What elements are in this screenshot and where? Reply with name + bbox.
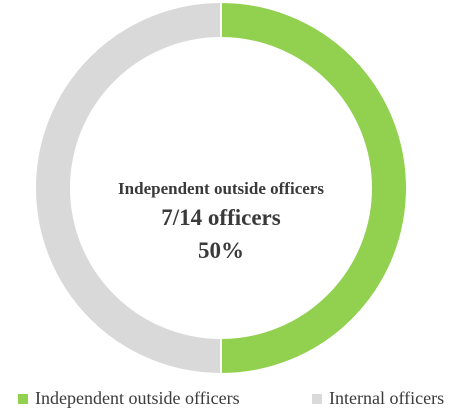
legend-swatch-independent [18,393,28,404]
donut-slice-1 [34,0,222,376]
donut-chart [34,0,408,376]
donut-slices [34,0,408,376]
legend-label-internal: Internal officers [329,388,445,408]
donut-slice-0 [220,0,408,376]
center-percent: 50% [198,238,244,263]
legend-item-internal: Internal officers [312,388,444,409]
legend-swatch-internal [312,393,322,404]
center-count: 7/14 officers [161,205,281,230]
legend-label-independent: Independent outside officers [35,388,240,408]
legend: Independent outside officers Internal of… [0,388,468,412]
legend-item-independent: Independent outside officers [18,388,240,409]
center-title: Independent outside officers [118,179,324,198]
center-label: Independent outside officers 7/14 office… [0,178,442,266]
